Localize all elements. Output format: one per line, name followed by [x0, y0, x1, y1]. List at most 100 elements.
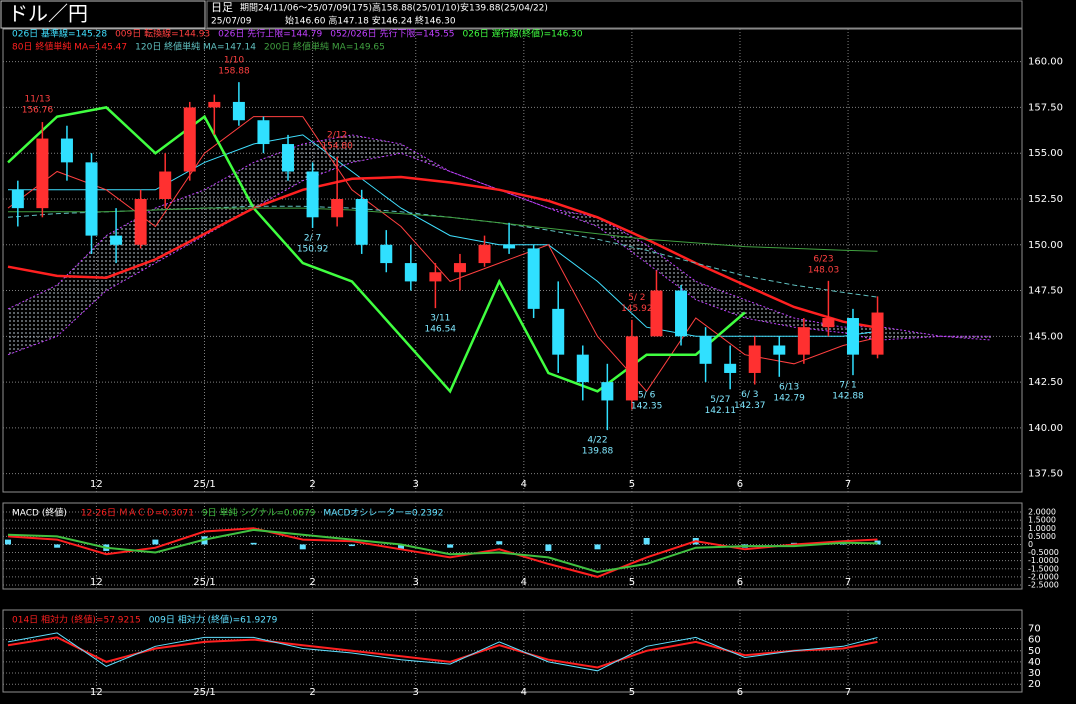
x-tick-label: 12 [90, 577, 103, 588]
last-ohlc: 始146.60 高147.18 安146.24 終146.30 [285, 15, 456, 27]
candle-body [183, 107, 196, 172]
x-tick-label: 4 [521, 687, 527, 698]
series-line [7, 175, 878, 329]
y-tick-label: 147.50 [1028, 286, 1063, 297]
y-tick-label: 70 [1028, 623, 1041, 634]
series-line [7, 116, 878, 393]
annotation-value: 148.03 [808, 265, 840, 275]
y-tick-label: 140.00 [1028, 423, 1063, 434]
y-tick-label: -2.0000 [1028, 572, 1059, 581]
panel-frame [2, 28, 1023, 493]
candle-body [625, 336, 638, 401]
y-tick-label: 2.0000 [1028, 508, 1056, 517]
legend-entry: 009日 転換線=144.93 [115, 28, 210, 40]
y-tick-label: -2.5000 [1028, 580, 1059, 589]
histogram-bar [299, 544, 306, 550]
annotation-date: 6/23 [813, 254, 833, 264]
annotation-value: 145.92 [621, 304, 653, 314]
candle-body [404, 263, 417, 282]
y-tick-label: 0.5000 [1028, 532, 1056, 541]
legend-entry: 120日 終値単純 MA=147.14 [135, 41, 256, 53]
annotation-date: 4/22 [587, 436, 607, 446]
x-tick-label: 25/1 [193, 687, 215, 698]
info-box [206, 0, 1023, 29]
y-tick-label: 20 [1028, 679, 1041, 690]
annotation-date: 2/12 [327, 130, 347, 140]
x-tick-label: 5 [629, 479, 635, 490]
candle-body [576, 354, 589, 383]
legend-entry: 12-26日 ＭＡＣＤ=0.3071 [81, 508, 194, 519]
x-tick-label: 7 [845, 577, 851, 588]
chart-title: ドル／円 [8, 2, 88, 26]
y-tick-label: 150.00 [1028, 240, 1063, 251]
x-tick-label: 4 [521, 479, 527, 490]
y-tick-label: 142.50 [1028, 377, 1063, 388]
y-tick-label: -1.0000 [1028, 556, 1059, 565]
candle-body [871, 312, 884, 355]
annotation-value: 150.92 [297, 244, 329, 254]
legend-entry: 80日 終値単純 MA=145.47 [12, 41, 127, 53]
candle-body [282, 144, 295, 172]
candle-body [429, 272, 442, 282]
legend-entry: 026日 遅行線(終値)=146.30 [463, 28, 583, 40]
period: 期間24/11/06～25/07/09(175)高158.88(25/01/10… [240, 2, 548, 14]
y-tick-label: 0 [1028, 540, 1033, 549]
candle-body [110, 235, 123, 245]
candle-body [134, 198, 147, 245]
x-tick-label: 5 [629, 577, 635, 588]
x-tick-label: 6 [737, 687, 743, 698]
candle-body [60, 138, 73, 163]
candle-body [159, 171, 172, 199]
candle-body [675, 290, 688, 337]
y-tick-label: 40 [1028, 657, 1041, 668]
histogram-bar [152, 539, 159, 545]
legend-entry: 200日 終値単純 MA=149.65 [264, 41, 385, 53]
annotation-value: 142.79 [773, 393, 805, 403]
x-tick-label: 6 [737, 577, 743, 588]
x-tick-label: 6 [737, 479, 743, 490]
candle-body [846, 318, 859, 355]
candle-body [11, 189, 24, 209]
x-tick-label: 25/1 [193, 479, 215, 490]
annotation-value: 146.54 [425, 325, 457, 335]
y-tick-label: 1.5000 [1028, 516, 1056, 525]
x-tick-label: 7 [845, 687, 851, 698]
annotation-value: 142.11 [705, 406, 737, 416]
y-tick-label: 145.00 [1028, 331, 1063, 342]
timeframe: 日足 [211, 1, 233, 14]
candle-body [797, 327, 810, 355]
legend-entry: 026日 先行上限=144.79 [218, 28, 322, 40]
title-box [0, 0, 206, 29]
x-tick-label: 3 [413, 687, 419, 698]
y-tick-label: 50 [1028, 646, 1041, 657]
x-tick-label: 3 [413, 479, 419, 490]
y-tick-label: 137.50 [1028, 469, 1063, 480]
candle-body [822, 318, 835, 328]
candle-body [552, 308, 565, 355]
series-line [7, 134, 991, 341]
x-tick-label: 2 [309, 577, 315, 588]
x-tick-label: 4 [521, 577, 527, 588]
candle-body [306, 171, 319, 218]
last-date: 25/07/09 [211, 17, 252, 27]
histogram-bar [398, 544, 405, 550]
candle-body [724, 363, 737, 373]
x-tick-label: 2 [309, 479, 315, 490]
legend-entry: 026日 基準線=145.28 [12, 28, 107, 40]
histogram-bar [874, 540, 881, 545]
panel-title: MACD (終値) [12, 507, 67, 519]
annotation-date: 1/10 [224, 56, 244, 66]
x-tick-label: 3 [413, 577, 419, 588]
annotation-date: 3/11 [430, 314, 450, 324]
candle-body [453, 263, 466, 273]
legend-entry: 014日 相対力 (終値)=57.9215 [12, 614, 141, 626]
panel-frame [2, 502, 1023, 590]
candle-body [85, 162, 98, 236]
series-line [8, 134, 878, 337]
series-line [7, 636, 878, 669]
candle-body [527, 248, 540, 309]
legend-entry: 052/026日 先行下限=145.55 [330, 28, 454, 40]
y-tick-label: 152.50 [1028, 194, 1063, 205]
y-tick-label: -1.5000 [1028, 564, 1059, 573]
